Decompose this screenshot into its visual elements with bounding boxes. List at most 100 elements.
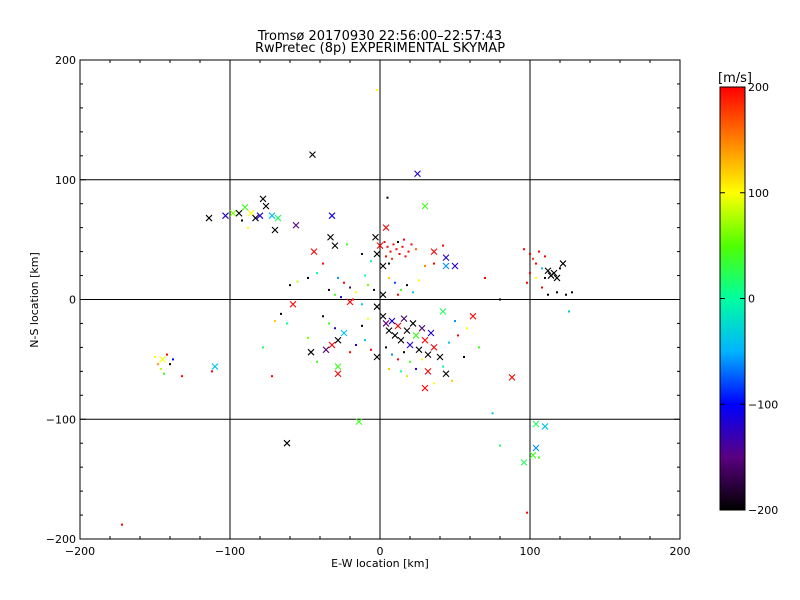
data-point-dot bbox=[415, 367, 417, 370]
data-point-dot bbox=[463, 355, 465, 358]
data-point-dot bbox=[532, 257, 534, 260]
data-point-dot bbox=[349, 286, 351, 289]
colorbar-tick-label: 0 bbox=[748, 293, 755, 306]
data-point-x bbox=[553, 274, 561, 282]
data-point-dot bbox=[535, 262, 537, 265]
data-point-x bbox=[379, 291, 387, 299]
data-point-dot bbox=[271, 375, 273, 378]
data-point-dot bbox=[322, 262, 324, 265]
data-point-dot bbox=[337, 276, 339, 279]
colorbar-tick-label: 200 bbox=[748, 81, 769, 94]
data-point-x bbox=[382, 320, 390, 327]
data-point-dot bbox=[499, 298, 501, 301]
data-point-x bbox=[334, 370, 342, 378]
data-point-dot bbox=[568, 310, 570, 313]
data-point-x bbox=[559, 260, 567, 267]
data-point-dot bbox=[340, 296, 342, 299]
data-point-dot bbox=[247, 226, 249, 229]
chart-title: Tromsø 20170930 22:56:00–22:57:43 bbox=[257, 29, 502, 44]
y-tick-label: 0 bbox=[69, 294, 76, 307]
data-point-dot bbox=[433, 262, 435, 265]
data-point-dot bbox=[529, 272, 531, 275]
data-point-x bbox=[252, 214, 259, 222]
data-point-dot bbox=[121, 523, 123, 526]
data-point-x bbox=[222, 212, 229, 220]
data-point-dot bbox=[535, 276, 537, 279]
data-point-x bbox=[532, 444, 540, 452]
data-point-dot bbox=[400, 288, 402, 291]
data-point-dot bbox=[391, 257, 393, 260]
data-point-x bbox=[340, 329, 348, 337]
data-point-dot bbox=[334, 293, 336, 296]
data-point-dot bbox=[451, 379, 453, 382]
data-point-x bbox=[532, 420, 540, 428]
data-point-x bbox=[289, 300, 297, 308]
data-point-x bbox=[256, 212, 264, 220]
data-point-dot bbox=[385, 346, 387, 349]
x-tick-label: −200 bbox=[65, 545, 95, 558]
data-point-x bbox=[205, 214, 213, 222]
data-point-x bbox=[229, 209, 237, 217]
data-point-dot bbox=[361, 252, 363, 255]
data-point-x bbox=[544, 267, 552, 275]
data-point-x bbox=[331, 242, 339, 250]
data-points bbox=[121, 88, 573, 526]
data-point-dot bbox=[410, 243, 413, 246]
data-point-x bbox=[372, 233, 379, 241]
data-point-dot bbox=[307, 276, 309, 279]
data-point-dot bbox=[316, 272, 318, 275]
data-point-dot bbox=[397, 358, 399, 361]
data-point-dot bbox=[367, 317, 369, 320]
data-point-dot bbox=[484, 276, 486, 279]
data-point-x bbox=[373, 353, 381, 361]
data-point-x bbox=[415, 346, 423, 354]
data-point-dot bbox=[388, 367, 390, 370]
data-point-x bbox=[442, 254, 450, 261]
data-point-x bbox=[274, 214, 282, 222]
data-point-dot bbox=[478, 346, 480, 349]
colorbar-tick-label: −100 bbox=[748, 398, 778, 411]
data-point-dot bbox=[355, 344, 357, 347]
data-point-x bbox=[394, 322, 402, 330]
data-point-x bbox=[259, 195, 267, 203]
data-point-dot bbox=[400, 370, 402, 373]
data-point-dot bbox=[355, 291, 357, 294]
data-point-x bbox=[262, 202, 270, 210]
x-tick-label: 100 bbox=[520, 545, 541, 558]
data-point-dot bbox=[388, 262, 390, 265]
data-point-x bbox=[309, 151, 316, 158]
data-point-x bbox=[424, 367, 432, 375]
data-point-x bbox=[421, 384, 429, 392]
chart-subtitle: RwPretec (8p) EXPERIMENTAL SKYMAP bbox=[255, 41, 505, 56]
data-point-x bbox=[322, 346, 330, 354]
data-point-dot bbox=[403, 238, 405, 241]
data-point-dot bbox=[280, 312, 282, 315]
data-point-x bbox=[469, 312, 477, 320]
data-point-dot bbox=[538, 456, 540, 459]
data-point-x bbox=[271, 226, 279, 234]
data-point-x bbox=[328, 212, 336, 220]
data-point-dot bbox=[328, 322, 330, 325]
data-point-dot bbox=[316, 360, 318, 363]
data-point-dot bbox=[154, 355, 156, 358]
data-point-dot bbox=[466, 327, 468, 330]
data-point-dot bbox=[346, 243, 348, 246]
data-point-x bbox=[421, 202, 429, 210]
data-point-dot bbox=[433, 382, 435, 385]
data-point-dot bbox=[415, 248, 417, 251]
y-axis-label: N-S location [km] bbox=[28, 252, 41, 348]
data-point-dot bbox=[407, 250, 410, 253]
data-point-dot bbox=[406, 284, 408, 287]
data-point-dot bbox=[403, 351, 405, 354]
data-point-dot bbox=[412, 291, 414, 294]
data-point-dot bbox=[169, 363, 171, 366]
data-point-x bbox=[307, 348, 315, 356]
data-point-dot bbox=[424, 264, 426, 267]
data-point-x bbox=[292, 221, 300, 229]
colorbar-label: [m/s] bbox=[718, 71, 752, 86]
data-point-dot bbox=[370, 348, 372, 351]
x-tick-label: 200 bbox=[670, 545, 691, 558]
data-point-dot bbox=[392, 243, 395, 246]
data-point-dot bbox=[343, 281, 345, 284]
data-point-x bbox=[550, 269, 558, 277]
